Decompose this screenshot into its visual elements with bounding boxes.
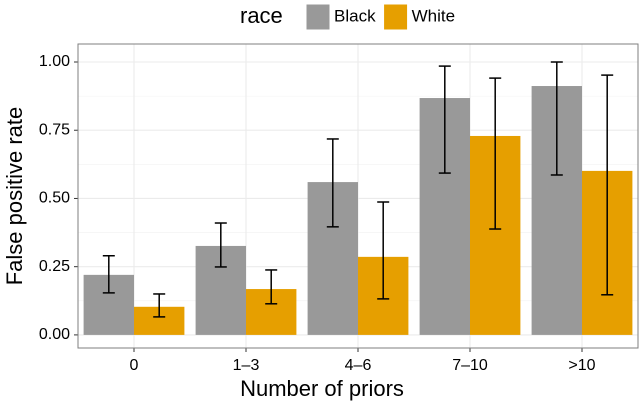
x-tick-label: 7–10 [452, 357, 488, 374]
y-tick-label: 0.50 [39, 190, 70, 207]
legend-label: Black [334, 6, 376, 25]
y-axis-label: False positive rate [2, 107, 27, 286]
x-tick-label: 4–6 [345, 357, 372, 374]
legend-title: race [240, 3, 283, 28]
y-tick-label: 0.00 [39, 326, 70, 343]
panel-border [77, 43, 639, 349]
legend-label: White [412, 6, 455, 25]
y-tick-label: 1.00 [39, 53, 70, 70]
x-axis-label: Number of priors [240, 376, 404, 401]
x-tick-label: 0 [130, 357, 139, 374]
y-tick-label: 0.75 [39, 121, 70, 138]
legend-key [305, 3, 331, 31]
x-tick-label: >10 [568, 357, 595, 374]
legend-key [383, 3, 409, 31]
y-tick-label: 0.25 [39, 258, 70, 275]
x-tick-label: 1–3 [233, 357, 260, 374]
